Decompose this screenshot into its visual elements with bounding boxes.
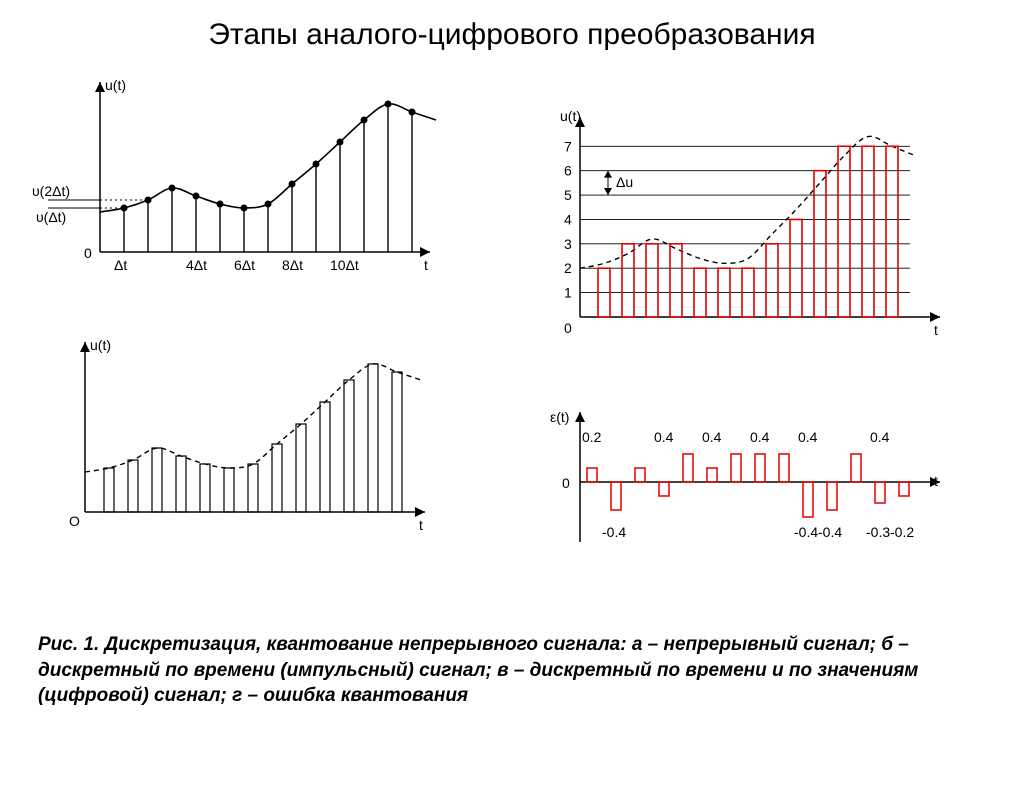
chart-d-error: ε(t)t00.20.40.40.40.40.4-0.4-0.4-0.4-0.3… (520, 392, 980, 582)
svg-text:0.4: 0.4 (750, 429, 770, 445)
svg-text:10Δt: 10Δt (330, 257, 359, 273)
chart-a-continuous: u(t) t 0 Δt 4Δt 6Δt 8Δt 10Δt υ(2Δt) υ(Δt) (30, 62, 450, 282)
svg-text:Δt: Δt (114, 257, 127, 273)
svg-text:u(t): u(t) (560, 108, 581, 124)
svg-text:0.4: 0.4 (702, 429, 722, 445)
svg-text:u(t): u(t) (90, 337, 111, 353)
svg-text:υ(Δt): υ(Δt) (36, 209, 66, 225)
svg-text:-0.4: -0.4 (818, 524, 842, 540)
svg-text:-0.4: -0.4 (794, 524, 818, 540)
svg-text:-0.2: -0.2 (890, 524, 914, 540)
svg-text:υ(2Δt): υ(2Δt) (32, 183, 70, 199)
chart-c-quantized: 1 2 3 4 5 6 7 u(t) t 0 Δu (520, 82, 980, 362)
svg-text:4Δt: 4Δt (186, 257, 207, 273)
svg-text:0.2: 0.2 (582, 429, 602, 445)
svg-text:t: t (419, 517, 423, 533)
svg-text:-0.3: -0.3 (866, 524, 890, 540)
svg-text:6Δt: 6Δt (234, 257, 255, 273)
svg-text:4: 4 (564, 211, 572, 227)
svg-text:2: 2 (564, 260, 572, 276)
svg-text:u(t): u(t) (105, 77, 126, 93)
svg-text:8Δt: 8Δt (282, 257, 303, 273)
svg-text:0: 0 (84, 245, 92, 261)
svg-text:t: t (424, 257, 428, 273)
svg-text:t: t (934, 322, 938, 338)
svg-text:0.4: 0.4 (870, 429, 890, 445)
svg-text:1: 1 (564, 285, 572, 301)
svg-text:-0.4: -0.4 (602, 524, 626, 540)
svg-text:0.4: 0.4 (798, 429, 818, 445)
chart-b-discrete-time: u(t) t O (30, 322, 450, 542)
svg-text:t: t (934, 473, 938, 489)
charts-area: u(t)t0Δt4Δt6Δt8Δt10Δtυ(2Δt)υ(Δt) u(t)tO … (0, 62, 1024, 622)
svg-text:O: O (69, 513, 80, 529)
svg-text:0: 0 (562, 475, 570, 491)
svg-text:0.4: 0.4 (654, 429, 674, 445)
svg-text:6: 6 (564, 163, 572, 179)
svg-text:5: 5 (564, 187, 572, 203)
page-title: Этапы аналого-цифрового преобразования (0, 18, 1024, 52)
figure-caption: Рис. 1. Дискретизация, квантование непре… (38, 632, 986, 709)
svg-text:Δu: Δu (616, 174, 633, 190)
svg-text:7: 7 (564, 138, 572, 154)
svg-text:0: 0 (564, 320, 572, 336)
svg-text:ε(t): ε(t) (550, 409, 569, 425)
svg-text:3: 3 (564, 236, 572, 252)
